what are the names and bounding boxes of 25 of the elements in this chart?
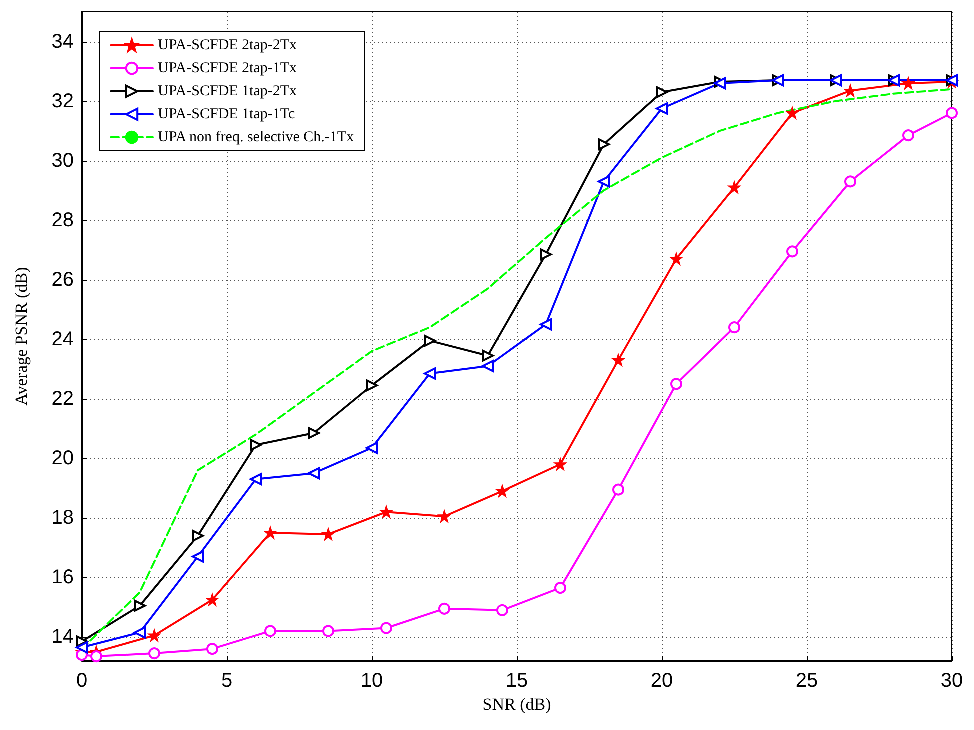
x-tick-label: 10 (360, 670, 384, 692)
y-tick-label: 22 (52, 388, 74, 410)
y-tick-label: 30 (52, 150, 74, 172)
y-axis-title: Average PSNR (dB) (12, 267, 31, 406)
x-tick-label: 0 (76, 670, 88, 692)
x-axis-title: SNR (dB) (482, 694, 552, 714)
y-tick-label: 24 (52, 328, 74, 350)
y-tick-label: 14 (52, 626, 74, 648)
y-tick-label: 16 (52, 566, 74, 589)
x-tick-label: 25 (796, 670, 818, 692)
x-tick-label: 15 (506, 670, 528, 692)
legend-label: UPA-SCFDE 2tap-2Tx (158, 38, 298, 54)
x-tick-label: 30 (940, 670, 964, 692)
y-tick-label: 26 (52, 268, 74, 291)
y-tick-label: 28 (52, 209, 74, 232)
legend-label: UPA-SCFDE 1tap-1Tc (158, 106, 296, 122)
legend-label: UPA-SCFDE 1tap-2Tx (158, 84, 298, 100)
legend-label: UPA-SCFDE 2tap-1Tx (158, 60, 298, 76)
x-tick-label: 5 (221, 670, 233, 692)
y-tick-label: 18 (52, 507, 74, 530)
y-tick-label: 34 (52, 30, 74, 53)
legend-label: UPA non freq. selective Ch.-1Tx (158, 130, 355, 146)
y-tick-label: 20 (52, 448, 74, 470)
y-tick-label: 32 (52, 90, 74, 112)
x-tick-label: 20 (650, 670, 674, 692)
